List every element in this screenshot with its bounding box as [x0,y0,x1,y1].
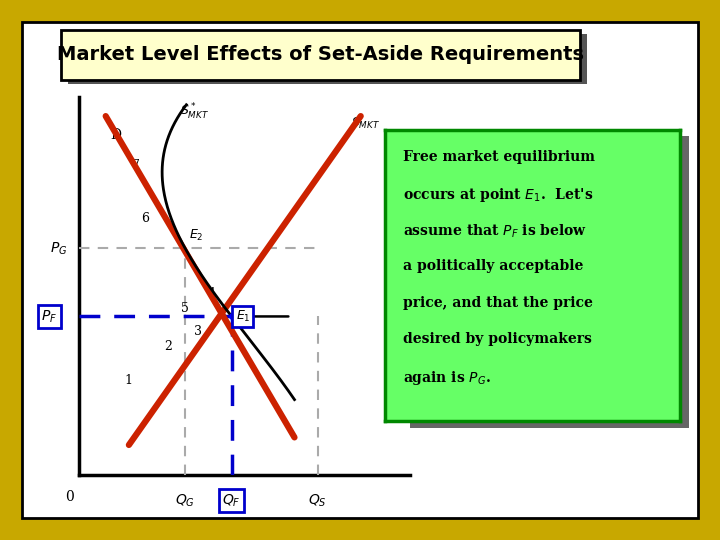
Text: 3: 3 [194,325,202,338]
Text: $P_F$: $P_F$ [41,308,58,325]
Text: 4: 4 [207,287,216,300]
Text: $E_1$: $E_1$ [235,309,250,324]
Text: $S_{MKT}$: $S_{MKT}$ [351,116,380,131]
FancyBboxPatch shape [394,136,689,428]
FancyBboxPatch shape [61,30,580,80]
Text: 5: 5 [181,302,189,315]
Text: $P_G$: $P_G$ [50,240,68,256]
Text: occurs at point $E_1$.  Let's: occurs at point $E_1$. Let's [403,186,593,205]
Text: assume that $P_F$ is below: assume that $P_F$ is below [403,223,587,240]
Text: D: D [110,128,121,142]
Text: price, and that the price: price, and that the price [403,296,593,310]
Text: $E_2$: $E_2$ [189,228,204,243]
FancyBboxPatch shape [22,22,698,518]
Text: desired by policymakers: desired by policymakers [403,332,592,346]
Text: 1: 1 [125,374,133,387]
Text: again is $P_G$.: again is $P_G$. [403,369,491,387]
Text: $Q_F$: $Q_F$ [222,492,241,509]
Text: 6: 6 [141,212,150,225]
Text: Market Level Effects of Set-Aside Requirements: Market Level Effects of Set-Aside Requir… [57,45,584,64]
Text: $Q_G$: $Q_G$ [175,492,195,509]
Text: Free market equilibrium: Free market equilibrium [403,150,595,164]
Text: 2: 2 [165,340,173,353]
Text: a politically acceptable: a politically acceptable [403,259,583,273]
Text: 0: 0 [65,490,73,504]
Text: $Q_S$: $Q_S$ [308,492,327,509]
Text: 7: 7 [132,159,140,172]
FancyBboxPatch shape [68,34,587,84]
Text: $S_{MKT}^*$: $S_{MKT}^*$ [180,102,210,123]
